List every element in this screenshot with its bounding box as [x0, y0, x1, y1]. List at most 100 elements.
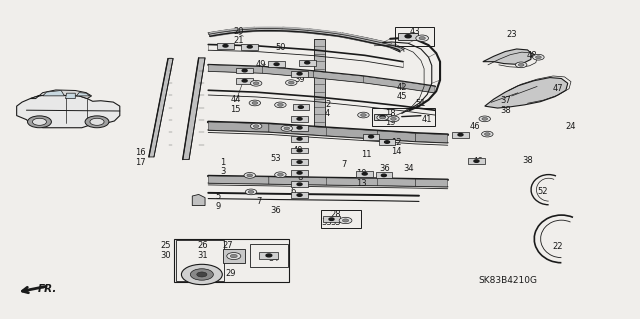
Circle shape	[28, 116, 51, 128]
Circle shape	[484, 133, 490, 136]
Circle shape	[278, 103, 284, 106]
Text: 21: 21	[234, 36, 244, 45]
Bar	[398, 33, 419, 40]
Bar	[174, 239, 289, 282]
Circle shape	[266, 254, 272, 257]
Text: 9: 9	[215, 202, 220, 211]
Polygon shape	[416, 179, 448, 187]
Bar	[176, 240, 224, 281]
Text: 38: 38	[522, 156, 533, 165]
Text: 27: 27	[223, 241, 234, 250]
Text: 35: 35	[331, 218, 341, 227]
Polygon shape	[416, 133, 448, 143]
Circle shape	[245, 189, 257, 195]
Polygon shape	[256, 27, 282, 31]
Text: 38: 38	[500, 106, 511, 115]
Circle shape	[289, 81, 294, 84]
Polygon shape	[30, 90, 92, 99]
Text: 40: 40	[292, 146, 303, 155]
Circle shape	[250, 80, 262, 86]
Polygon shape	[182, 58, 205, 160]
Text: 48: 48	[527, 51, 538, 60]
Text: 47: 47	[552, 84, 563, 93]
Polygon shape	[378, 131, 416, 141]
Circle shape	[369, 135, 374, 138]
Text: 8: 8	[297, 174, 302, 182]
Text: 49: 49	[256, 60, 266, 69]
Text: 6: 6	[291, 187, 296, 197]
Text: 32: 32	[223, 251, 234, 260]
Polygon shape	[262, 67, 314, 78]
Bar	[376, 173, 392, 178]
Text: 18: 18	[385, 109, 396, 118]
Text: 12: 12	[392, 137, 402, 146]
Circle shape	[297, 137, 302, 140]
Text: 33: 33	[321, 218, 332, 227]
Text: 29: 29	[225, 269, 236, 278]
Circle shape	[390, 117, 396, 120]
Circle shape	[536, 56, 541, 59]
Text: 42: 42	[397, 83, 407, 92]
Circle shape	[278, 173, 284, 176]
Polygon shape	[389, 44, 405, 51]
Polygon shape	[326, 178, 378, 186]
Circle shape	[297, 72, 302, 75]
Text: 13: 13	[356, 179, 367, 188]
Text: 53: 53	[270, 154, 280, 163]
Circle shape	[252, 101, 258, 104]
Polygon shape	[307, 29, 341, 36]
Text: 39: 39	[294, 75, 305, 84]
Circle shape	[297, 127, 302, 129]
Text: 14: 14	[392, 147, 402, 156]
Polygon shape	[76, 93, 90, 96]
Text: 15: 15	[230, 105, 241, 114]
Circle shape	[284, 127, 290, 130]
Circle shape	[275, 172, 286, 178]
Bar	[291, 71, 308, 77]
Circle shape	[362, 173, 367, 175]
Text: 52: 52	[537, 187, 547, 197]
Text: 43: 43	[409, 27, 420, 36]
Bar	[372, 108, 435, 126]
Circle shape	[285, 80, 297, 85]
Text: 30: 30	[160, 251, 171, 260]
Bar	[291, 148, 308, 153]
Text: 17: 17	[134, 158, 145, 167]
Bar	[217, 43, 234, 49]
Polygon shape	[208, 122, 269, 132]
Circle shape	[247, 46, 252, 48]
Bar	[291, 170, 308, 176]
Circle shape	[196, 272, 207, 277]
Circle shape	[190, 269, 213, 280]
Polygon shape	[65, 93, 76, 99]
Text: 41: 41	[422, 115, 433, 124]
Bar	[321, 210, 361, 228]
Polygon shape	[17, 95, 120, 128]
Bar	[374, 114, 391, 120]
Bar	[268, 61, 285, 67]
Text: 31: 31	[197, 251, 208, 260]
Text: 25: 25	[160, 241, 171, 250]
Text: 10: 10	[356, 169, 367, 178]
Circle shape	[339, 217, 352, 224]
Circle shape	[297, 194, 302, 196]
Polygon shape	[378, 179, 416, 186]
Polygon shape	[339, 33, 367, 41]
Text: 5: 5	[215, 192, 220, 202]
Text: 1: 1	[220, 158, 225, 167]
Circle shape	[342, 219, 349, 222]
Circle shape	[532, 54, 544, 60]
Circle shape	[244, 173, 255, 178]
Bar	[291, 116, 308, 122]
Text: FR.: FR.	[38, 284, 57, 294]
Circle shape	[416, 35, 429, 41]
Text: SK83B4210G: SK83B4210G	[478, 276, 538, 285]
Circle shape	[479, 116, 490, 122]
Bar	[323, 216, 340, 222]
Text: 4: 4	[325, 109, 330, 118]
Polygon shape	[192, 195, 205, 205]
Circle shape	[297, 172, 302, 174]
Text: 3: 3	[220, 167, 226, 176]
Polygon shape	[269, 177, 326, 185]
Circle shape	[458, 133, 463, 136]
